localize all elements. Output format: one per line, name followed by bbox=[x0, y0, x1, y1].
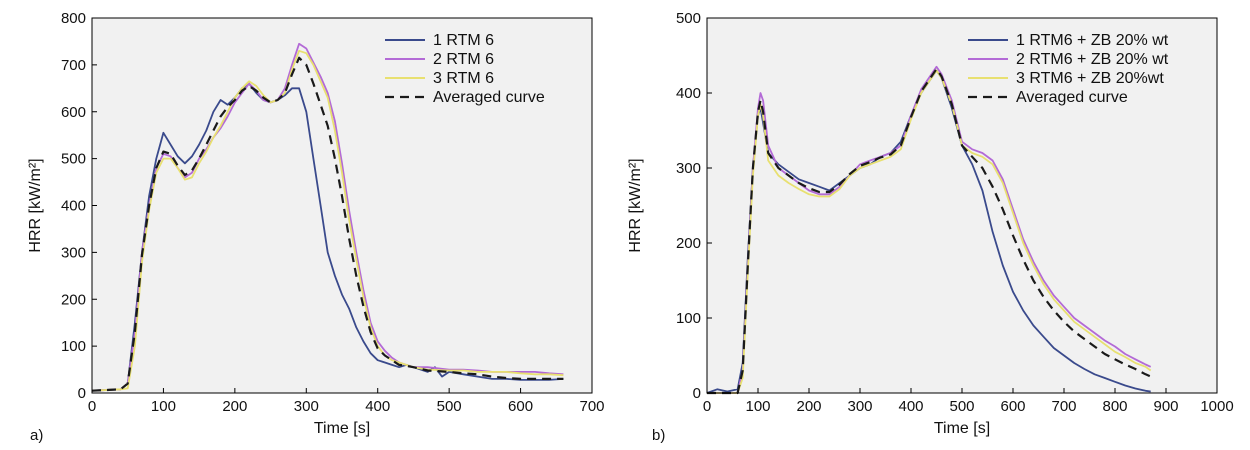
y-tick-label: 0 bbox=[78, 385, 86, 402]
legend-label: 1 RTM6 + ZB 20% wt bbox=[1016, 32, 1169, 49]
ticks-b: 0 100 200 300 400 500 600 700 800 900 1000 0 100 200 3… bbox=[676, 10, 1234, 415]
x-tick-label: 300 bbox=[847, 398, 872, 415]
x-tick-label: 500 bbox=[949, 398, 974, 415]
y-tick-label: 300 bbox=[676, 160, 701, 177]
x-tick-label: 100 bbox=[745, 398, 770, 415]
x-tick-label: 700 bbox=[579, 398, 604, 415]
x-tick-label: 200 bbox=[222, 398, 247, 415]
y-tick-label: 300 bbox=[61, 244, 86, 261]
x-axis-title-a: Time [s] bbox=[314, 420, 370, 437]
x-tick-label: 300 bbox=[294, 398, 319, 415]
y-tick-label: 700 bbox=[61, 57, 86, 74]
x-tick-label: 700 bbox=[1051, 398, 1076, 415]
y-axis-title-b: HRR [kW/m²] bbox=[627, 158, 644, 252]
ticks-a: 0 100 200 300 400 500 600 700 0 100 200 300 400 500 60… bbox=[61, 10, 605, 415]
x-tick-label: 200 bbox=[796, 398, 821, 415]
legend-label: 2 RTM 6 bbox=[433, 51, 494, 68]
legend-label: 1 RTM 6 bbox=[433, 32, 494, 49]
x-tick-label: 1000 bbox=[1200, 398, 1233, 415]
y-axis-title-a: HRR [kW/m²] bbox=[27, 158, 44, 252]
legend-label: 3 RTM6 + ZB 20%wt bbox=[1016, 70, 1164, 87]
x-tick-label: 800 bbox=[1102, 398, 1127, 415]
series-line-1-3 bbox=[707, 67, 1152, 395]
y-tick-label: 400 bbox=[676, 85, 701, 102]
y-tick-label: 200 bbox=[61, 291, 86, 308]
y-tick-label: 500 bbox=[676, 10, 701, 27]
y-tick-label: 200 bbox=[676, 235, 701, 252]
x-tick-label: 0 bbox=[88, 398, 96, 415]
series-line-0-0 bbox=[91, 82, 564, 392]
x-tick-label: 900 bbox=[1153, 398, 1178, 415]
legend-label: 3 RTM 6 bbox=[433, 70, 494, 87]
series-layer-b bbox=[706, 65, 1152, 395]
x-tick-label: 600 bbox=[508, 398, 533, 415]
y-tick-label: 0 bbox=[693, 385, 701, 402]
legend-b: 1 RTM6 + ZB 20% wt 2 RTM6 + ZB 20% wt 3 RT… bbox=[968, 32, 1169, 106]
legend-label: Averaged curve bbox=[433, 89, 545, 106]
y-tick-label: 100 bbox=[676, 310, 701, 327]
legend-a: 1 RTM 6 2 RTM 6 3 RTM 6 Averaged curve bbox=[385, 32, 545, 106]
x-tick-label: 0 bbox=[703, 398, 711, 415]
y-tick-label: 800 bbox=[61, 10, 86, 27]
chart-panel-a: 0 100 200 300 400 500 600 700 0 100 200 300 400 500 60… bbox=[27, 10, 605, 444]
x-tick-label: 400 bbox=[898, 398, 923, 415]
series-line-0-2 bbox=[91, 49, 564, 392]
plot-area-a bbox=[92, 18, 592, 393]
x-tick-label: 500 bbox=[437, 398, 462, 415]
panel-label-a: a) bbox=[30, 427, 43, 444]
panel-label-b: b) bbox=[652, 427, 665, 444]
legend-label: Averaged curve bbox=[1016, 89, 1128, 106]
y-tick-label: 400 bbox=[61, 198, 86, 215]
legend-label: 2 RTM6 + ZB 20% wt bbox=[1016, 51, 1169, 68]
x-tick-label: 600 bbox=[1000, 398, 1025, 415]
x-axis-title-b: Time [s] bbox=[934, 420, 990, 437]
y-tick-label: 500 bbox=[61, 151, 86, 168]
x-tick-label: 400 bbox=[365, 398, 390, 415]
y-tick-label: 600 bbox=[61, 104, 86, 121]
plot-area-b bbox=[707, 18, 1217, 393]
series-line-0-3 bbox=[91, 56, 564, 392]
y-tick-label: 100 bbox=[61, 338, 86, 355]
x-tick-label: 100 bbox=[151, 398, 176, 415]
series-layer-a bbox=[91, 42, 564, 392]
chart-panel-b: 0 100 200 300 400 500 600 700 800 900 1000 0 100 200 3… bbox=[627, 10, 1234, 444]
